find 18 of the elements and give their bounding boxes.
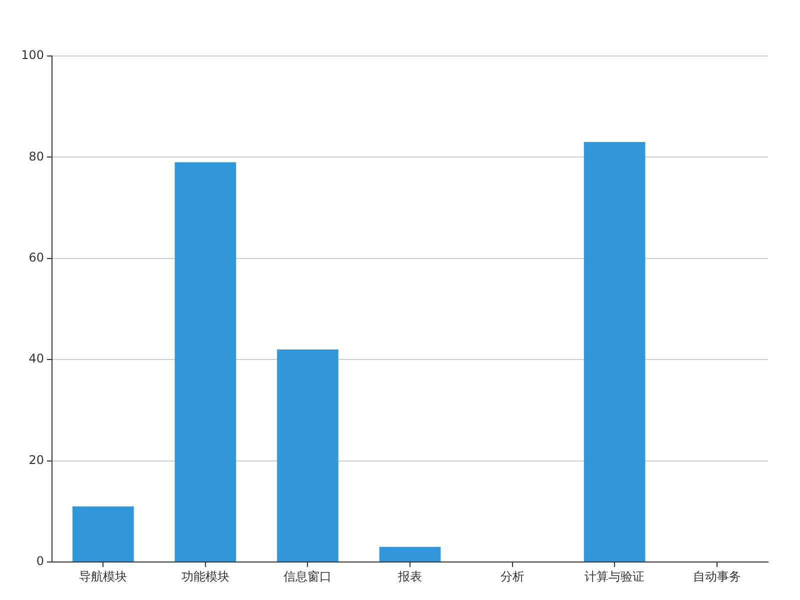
bar	[277, 349, 338, 562]
y-tick-label: 0	[36, 554, 44, 568]
y-tick-label: 60	[28, 250, 44, 265]
bar	[379, 546, 441, 562]
x-tick-label: 自动事务	[692, 569, 741, 584]
x-tick-label: 分析	[500, 569, 524, 584]
x-tick-label: 功能模块	[181, 569, 230, 584]
bar	[174, 162, 236, 562]
y-tick-label: 100	[21, 48, 44, 62]
y-tick-label: 80	[28, 149, 44, 164]
x-tick-label: 导航模块	[79, 569, 128, 584]
bar	[72, 506, 134, 562]
bar	[584, 142, 646, 562]
y-tick-label: 40	[28, 352, 44, 366]
y-tick-label: 20	[28, 452, 44, 467]
x-tick-label: 报表	[397, 569, 422, 584]
x-tick-label: 计算与验证	[584, 569, 645, 584]
x-tick-label: 信息窗口	[284, 569, 332, 584]
